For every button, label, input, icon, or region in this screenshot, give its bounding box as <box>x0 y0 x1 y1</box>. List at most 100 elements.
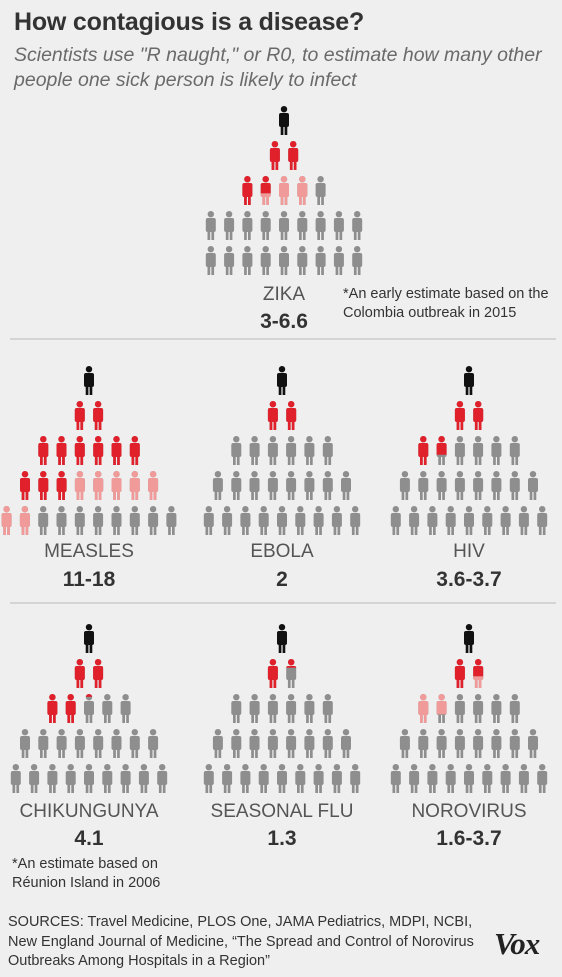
person-icon <box>102 694 113 723</box>
person-icon <box>65 694 76 723</box>
person-icon <box>38 471 49 500</box>
person-icon <box>295 764 306 793</box>
person-icon <box>315 176 326 205</box>
person-icon <box>473 659 484 688</box>
person-icon <box>418 694 429 723</box>
person-icon <box>102 764 113 793</box>
person-icon <box>286 436 297 465</box>
person-icon <box>277 366 287 395</box>
person-icon <box>509 436 520 465</box>
person-icon <box>286 401 297 430</box>
person-icon <box>240 506 251 535</box>
person-icon <box>313 506 324 535</box>
person-icon <box>222 764 233 793</box>
person-icon <box>322 471 333 500</box>
person-icon <box>231 436 242 465</box>
person-icon <box>482 506 493 535</box>
person-icon <box>249 471 260 500</box>
person-icon <box>277 624 287 653</box>
disease-group-ebola: EBOLA 2 <box>203 366 361 591</box>
r0-value-label: 3-6.6 <box>260 310 308 333</box>
person-icon <box>231 729 242 758</box>
r0-value-label: 4.1 <box>74 827 104 850</box>
person-icon <box>537 764 548 793</box>
person-icon <box>473 729 484 758</box>
disease-name-label: MEASLES <box>44 541 134 562</box>
person-icon <box>315 246 326 275</box>
person-icon <box>509 729 520 758</box>
person-icon <box>212 471 223 500</box>
person-icon <box>222 506 233 535</box>
person-icon <box>509 694 520 723</box>
person-icon <box>464 764 474 793</box>
person-icon <box>231 471 242 500</box>
disease-group-zika: ZIKA 3-6.6 <box>205 106 363 333</box>
r0-value-label: 2 <box>276 568 288 591</box>
person-icon <box>129 471 140 500</box>
person-icon <box>93 436 104 465</box>
person-icon <box>390 506 401 535</box>
person-icon <box>297 176 308 205</box>
person-icon <box>84 694 94 723</box>
person-icon <box>47 694 58 723</box>
page-subtitle: Scientists use "R naught," or R0, to est… <box>14 44 542 91</box>
sources-text: SOURCES: Travel Medicine, PLOS One, JAMA… <box>8 914 474 969</box>
person-icon <box>473 436 484 465</box>
person-icon <box>322 436 333 465</box>
person-icon <box>279 106 289 135</box>
person-icon <box>74 471 85 500</box>
person-icon <box>341 471 351 500</box>
vox-logo: Vox <box>494 926 540 961</box>
person-icon <box>74 506 85 535</box>
person-icon <box>491 694 502 723</box>
person-icon <box>464 366 474 395</box>
person-icon <box>436 694 447 723</box>
person-icon <box>454 659 465 688</box>
person-icon <box>436 471 447 500</box>
disease-name-label: ZIKA <box>263 284 306 305</box>
person-icon <box>260 211 271 240</box>
person-icon <box>315 211 326 240</box>
person-icon <box>418 729 429 758</box>
person-icon <box>258 764 269 793</box>
person-icon <box>249 436 260 465</box>
person-icon <box>84 764 94 793</box>
person-icon <box>322 694 333 723</box>
person-icon <box>399 729 410 758</box>
person-icon <box>500 506 511 535</box>
person-icon <box>260 176 271 205</box>
person-icon <box>203 764 214 793</box>
disease-group-seasonal-flu: SEASONAL FLU 1.3 <box>203 624 361 850</box>
person-icon <box>295 506 306 535</box>
r0-value-label: 11-18 <box>63 568 116 591</box>
person-icon <box>304 694 315 723</box>
person-icon <box>74 729 85 758</box>
person-icon <box>111 471 122 500</box>
disease-name-label: SEASONAL FLU <box>211 801 354 822</box>
disease-group-chikungunya: CHIKUNGUNYA 4.1 <box>10 624 168 850</box>
person-icon <box>286 471 297 500</box>
person-icon <box>93 729 104 758</box>
person-icon <box>399 471 410 500</box>
person-icon <box>267 659 278 688</box>
person-icon <box>249 694 260 723</box>
person-icon <box>482 764 493 793</box>
person-icon <box>212 729 223 758</box>
person-icon <box>148 729 159 758</box>
person-icon <box>286 659 297 688</box>
person-icon <box>277 764 287 793</box>
person-icon <box>56 729 67 758</box>
person-icon <box>333 246 344 275</box>
r0-value-label: 1.3 <box>267 827 296 850</box>
person-icon <box>56 506 67 535</box>
person-icon <box>56 436 67 465</box>
person-icon <box>409 506 420 535</box>
person-icon <box>331 764 342 793</box>
person-icon <box>427 506 438 535</box>
disease-group-norovirus: NOROVIRUS 1.6-3.7 <box>390 624 548 850</box>
person-icon <box>10 764 21 793</box>
person-icon <box>47 764 58 793</box>
person-icon <box>322 729 333 758</box>
person-icon <box>313 764 324 793</box>
person-icon <box>436 436 447 465</box>
